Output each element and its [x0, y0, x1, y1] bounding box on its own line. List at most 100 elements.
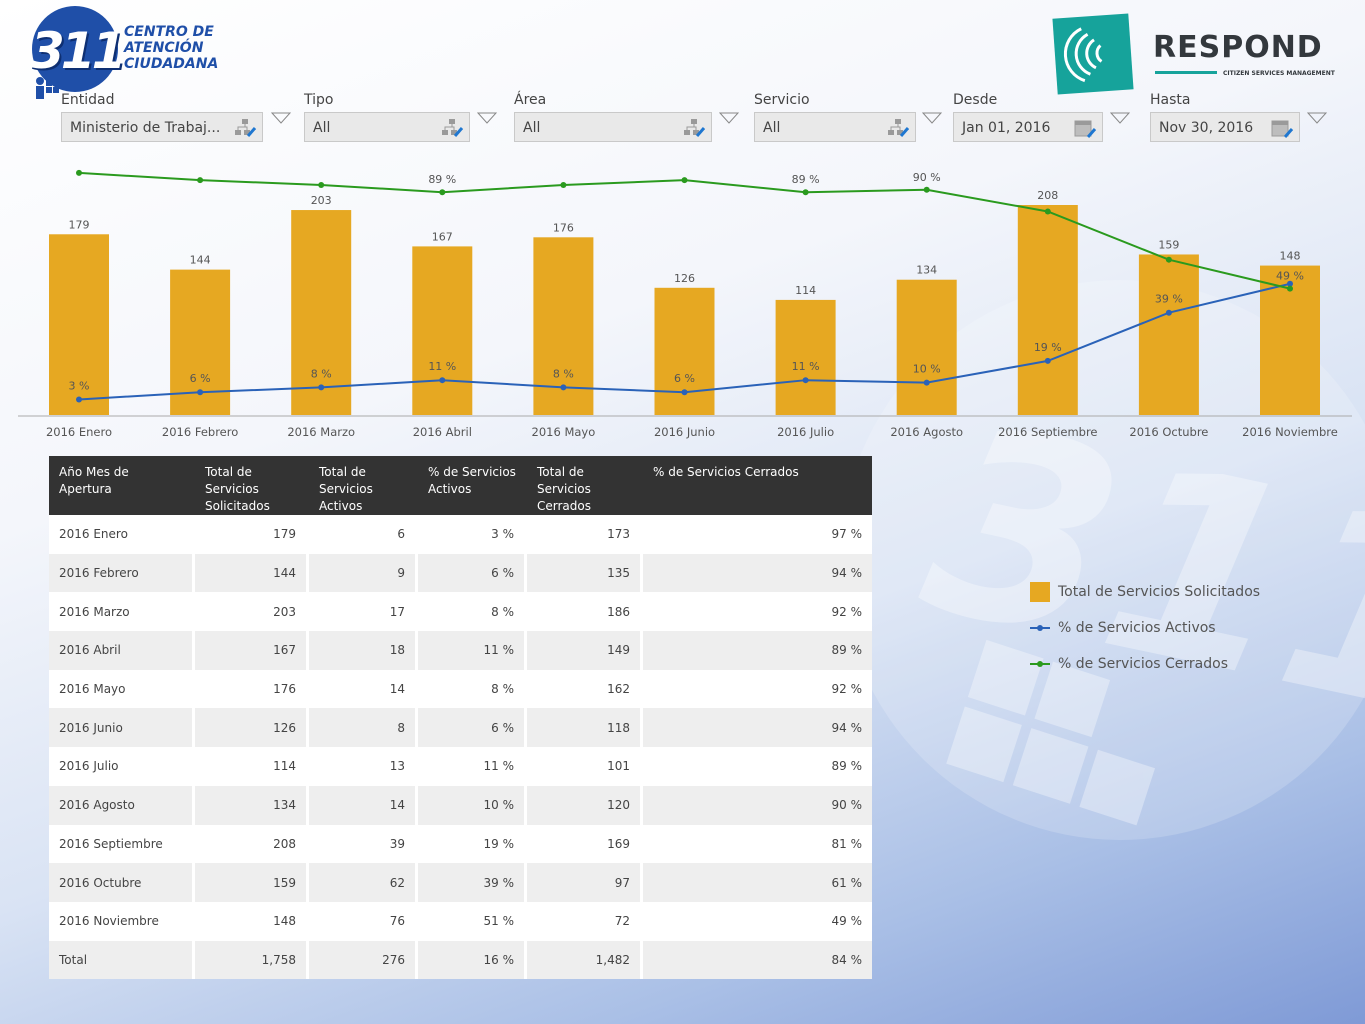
line-point[interactable]	[802, 189, 809, 196]
desde-date-input[interactable]: Jan 01, 2016	[953, 112, 1103, 142]
table-row[interactable]: 2016 Julio 114 13 11 % 101 89 %	[49, 747, 872, 786]
table-cell: 18	[309, 631, 418, 670]
chevron-down-icon[interactable]	[477, 112, 497, 124]
hierarchy-icon[interactable]	[683, 118, 705, 138]
x-tick-label: 2016 Mayo	[532, 425, 596, 439]
line-point[interactable]	[923, 379, 930, 386]
column-header[interactable]: Año Mes de Apertura	[49, 456, 195, 515]
tipo-select[interactable]: All	[304, 112, 470, 142]
table-cell: 149	[527, 631, 643, 670]
logo-311: 311 CENTRO DE ATENCIÓN CIUDADANA	[28, 4, 218, 100]
bar[interactable]	[291, 210, 352, 415]
table-cell: 120	[527, 785, 643, 825]
column-header[interactable]: Total de Servicios Cerrados	[527, 456, 643, 515]
table-row[interactable]: 2016 Octubre 159 62 39 % 97 61 %	[49, 863, 872, 902]
hierarchy-icon[interactable]	[234, 118, 256, 138]
line-point[interactable]	[76, 169, 82, 176]
table-row[interactable]: 2016 Marzo 203 17 8 % 186 92 %	[49, 592, 872, 632]
line-point[interactable]	[318, 384, 325, 391]
table-row[interactable]: 2016 Agosto 134 14 10 % 120 90 %	[49, 785, 872, 825]
table-row[interactable]: 2016 Abril 167 18 11 % 149 89 %	[49, 631, 872, 670]
table-row[interactable]: 2016 Septiembre 208 39 19 % 169 81 %	[49, 824, 872, 864]
line-point[interactable]	[560, 181, 567, 188]
legend-item[interactable]: Total de Servicios Solicitados	[1030, 574, 1260, 610]
bar[interactable]	[1138, 254, 1199, 415]
table-cell: 2016 Septiembre	[49, 824, 195, 864]
table-cell: 72	[527, 901, 643, 941]
line-point[interactable]	[1044, 208, 1051, 215]
servicio-select[interactable]: All	[754, 112, 916, 142]
line-point[interactable]	[1044, 357, 1051, 364]
table-cell: 89 %	[643, 747, 872, 786]
entidad-select[interactable]: Ministerio de Trabaj...	[61, 112, 263, 142]
line-point[interactable]	[1165, 309, 1172, 316]
bar-value-label: 176	[553, 221, 574, 234]
chevron-down-icon[interactable]	[1307, 112, 1327, 124]
hierarchy-icon[interactable]	[887, 118, 909, 138]
column-header[interactable]: % de Servicios Cerrados	[643, 456, 872, 515]
chevron-down-icon[interactable]	[922, 112, 942, 124]
bar-value-label: 114	[795, 284, 816, 297]
bar-value-label: 208	[1037, 189, 1058, 202]
table-cell: 6 %	[418, 708, 527, 748]
line-point[interactable]	[1165, 256, 1172, 263]
table-cell: 2016 Marzo	[49, 592, 195, 632]
hasta-date-input[interactable]: Nov 30, 2016	[1150, 112, 1300, 142]
table-cell: 2016 Abril	[49, 631, 195, 670]
table-cell: 2016 Febrero	[49, 553, 195, 593]
line-point[interactable]	[197, 177, 204, 184]
line-point[interactable]	[439, 189, 446, 196]
table-cell: 8	[309, 708, 418, 748]
legend-item[interactable]: % de Servicios Activos	[1030, 610, 1260, 646]
bar[interactable]	[1017, 205, 1078, 415]
table-cell: 39 %	[418, 863, 527, 902]
column-header[interactable]: % de Servicios Activos	[418, 456, 527, 515]
line-point[interactable]	[76, 396, 82, 403]
chevron-down-icon[interactable]	[1110, 112, 1130, 124]
hierarchy-icon[interactable]	[441, 118, 463, 138]
area-select[interactable]: All	[514, 112, 712, 142]
table-row[interactable]: 2016 Junio 126 8 6 % 118 94 %	[49, 708, 872, 748]
line-value-label: 49 %	[1276, 270, 1304, 283]
line-value-label: 3 %	[69, 379, 90, 392]
column-header[interactable]: Total de Servicios Solicitados	[195, 456, 309, 515]
line-point[interactable]	[318, 181, 325, 188]
line-point[interactable]	[1287, 285, 1293, 292]
line-point[interactable]	[197, 389, 204, 396]
table-cell: 94 %	[643, 708, 872, 748]
bar[interactable]	[412, 246, 473, 415]
table-cell: 186	[527, 592, 643, 632]
table-cell: 3 %	[418, 515, 527, 554]
table-row[interactable]: 2016 Febrero 144 9 6 % 135 94 %	[49, 553, 872, 593]
table-cell: 94 %	[643, 553, 872, 593]
bar[interactable]	[654, 287, 715, 415]
bar[interactable]	[775, 299, 836, 415]
line-point[interactable]	[560, 384, 567, 391]
table-cell: 6 %	[418, 553, 527, 593]
line-point[interactable]	[923, 186, 930, 193]
bar[interactable]	[896, 279, 957, 415]
table-row[interactable]: 2016 Mayo 176 14 8 % 162 92 %	[49, 669, 872, 709]
table-row[interactable]: 2016 Noviembre 148 76 51 % 72 49 %	[49, 901, 872, 941]
table-cell: 97 %	[643, 515, 872, 554]
chevron-down-icon[interactable]	[271, 112, 291, 124]
table-cell: 9	[309, 553, 418, 593]
table-cell: 126	[195, 708, 309, 748]
table-cell: 8 %	[418, 669, 527, 709]
line-point[interactable]	[1287, 280, 1293, 287]
line-point[interactable]	[681, 177, 688, 184]
line-point[interactable]	[681, 389, 688, 396]
legend-item[interactable]: % de Servicios Cerrados	[1030, 646, 1260, 682]
column-header[interactable]: Total de Servicios Activos	[309, 456, 418, 515]
line-point[interactable]	[802, 377, 809, 384]
table-total-row[interactable]: Total 1,758 276 16 % 1,482 84 %	[49, 940, 872, 980]
table-row[interactable]: 2016 Enero 179 6 3 % 173 97 %	[49, 515, 872, 554]
filter-entidad: Entidad Ministerio de Trabaj...	[61, 92, 291, 142]
calendar-icon[interactable]	[1074, 118, 1096, 138]
chevron-down-icon[interactable]	[719, 112, 739, 124]
table-cell: 49 %	[643, 901, 872, 941]
line-point[interactable]	[439, 377, 446, 384]
table-cell: 92 %	[643, 592, 872, 632]
bar[interactable]	[49, 234, 109, 415]
calendar-icon[interactable]	[1271, 118, 1293, 138]
